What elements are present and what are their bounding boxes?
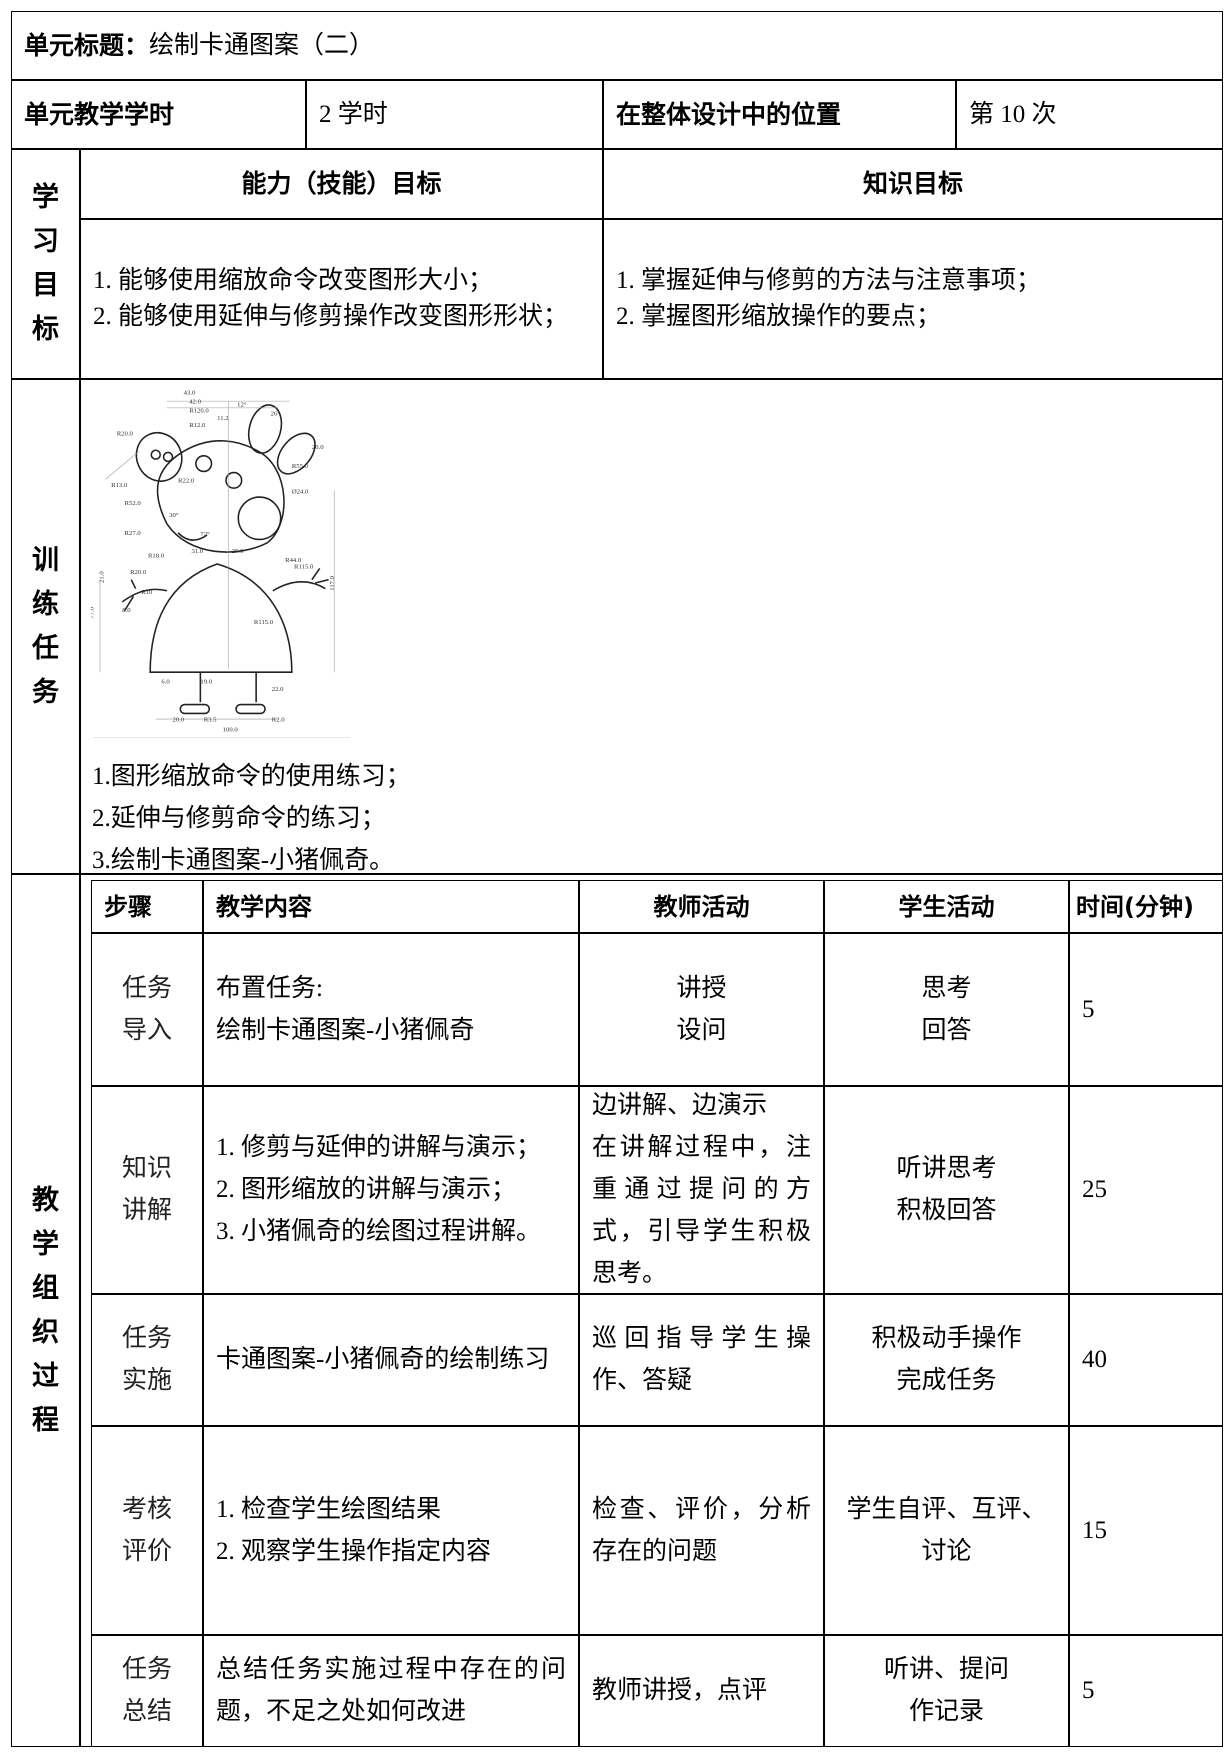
text: 单元标题： (24, 30, 150, 60)
process-cell-text: 5 (1069, 1635, 1223, 1747)
skill-item: 2. 能够使用延伸与修剪操作改变图形形状； (93, 303, 569, 330)
dimension-label: 43.0 (184, 390, 196, 396)
process-label: 教学组织过程 (11, 874, 80, 1747)
dimension-label: 72° (200, 531, 210, 538)
column-header: 教师活动 (579, 880, 824, 933)
dimension-label: R20.0 (130, 569, 147, 576)
process-cell-text: 任务 实施 (91, 1294, 203, 1426)
dimension-label: 100.0 (223, 726, 239, 733)
dimension-label: 22.0 (272, 686, 284, 693)
text: 绘制卡通图案（二） (149, 31, 375, 59)
process-cell-text: 任务 总结 (91, 1635, 203, 1747)
training-cell (80, 379, 1223, 874)
dimension-label: 77.0 (91, 606, 95, 618)
knowledge-header: 知识目标 (603, 149, 1223, 219)
process-cell-text: 5 (1069, 933, 1223, 1086)
process-cell-text: 1. 修剪与延伸的讲解与演示； 2. 图形缩放的讲解与演示； 3. 小猪佩奇的绘… (203, 1086, 579, 1294)
drawing: 43.0 42.0 R120.0 12° R12.0 11.2 26° 20.0 R20.0 R5… (91, 390, 350, 738)
process-cell-text: 积极动手操作 完成任务 (824, 1294, 1069, 1426)
dimension-label: 26° (271, 411, 281, 418)
process-cell-text: 1. 检查学生绘图结果 2. 观察学生操作指定内容 (203, 1426, 579, 1635)
dimension-label: 117.0 (329, 575, 336, 590)
column-header: 时间(分钟) (1069, 880, 1223, 933)
process-cell-text: 听讲思考 积极回答 (824, 1086, 1069, 1294)
skill-item: 1. 能够使用缩放命令改变图形大小； (93, 267, 494, 294)
dimension-label: 6.0 (161, 678, 170, 685)
hours: 2 学时 (306, 80, 603, 149)
column-header: 教学内容 (203, 880, 579, 933)
dimension-label: R2.0 (272, 716, 285, 723)
skill-items: 1. 能够使用缩放命令改变图形大小； 2. 能够使用延伸与修剪操作改变图形形状； (80, 219, 603, 379)
dimension-label: R27.0 (125, 530, 142, 537)
dimension-label: 25.0 (232, 548, 244, 555)
dimension-label: 20.0 (312, 444, 324, 451)
training-item: 2.延伸与修剪命令的练习； (92, 805, 386, 832)
process-cell-text: 边讲解、边演示 在讲解过程中，注重通过提问的方式，引导学生积极思考。 (579, 1086, 824, 1294)
process-cell-text: 卡通图案-小猪佩奇的绘制练习 (203, 1294, 579, 1426)
dimension-label: R10 (141, 589, 153, 596)
title-row: 单元标题： 绘制卡通图案（二） (11, 11, 1223, 80)
process-cell-text: 检查、评价，分析存在的问题 (579, 1426, 824, 1635)
training-item: 3.绘制卡通图案-小猪佩奇。 (92, 847, 395, 874)
dimension-label: R22.0 (178, 478, 195, 485)
hours-label: 单元教学学时 (11, 80, 306, 149)
dimension-label: 8.0 (122, 607, 131, 614)
dimension-label: R3.5 (204, 716, 217, 723)
column-header: 学生活动 (824, 880, 1069, 933)
dimension-label: 31.0 (191, 548, 203, 555)
dimension-label: R52.0 (125, 500, 142, 507)
position: 第 10 次 (956, 80, 1223, 149)
dimension-label: R18.0 (148, 552, 165, 559)
dimension-label: 19.0 (200, 678, 212, 685)
dimension-label: 42.0 (189, 398, 201, 405)
dimension-label: R12.0 (189, 422, 206, 429)
process-cell-text: 总结任务实施过程中存在的问题，不足之处如何改进 (203, 1635, 579, 1747)
knowledge-item: 2. 掌握图形缩放操作的要点； (616, 303, 942, 330)
dimension-label: R13.0 (111, 482, 128, 489)
dimension-label: R120.0 (189, 407, 209, 414)
process-cell-text: 25 (1069, 1086, 1223, 1294)
process-cell-text: 听讲、提问 作记录 (824, 1635, 1069, 1747)
dimension-label: R20.0 (117, 431, 134, 438)
training-item: 1.图形缩放命令的使用练习； (92, 763, 411, 790)
dimension-label: 11.2 (217, 415, 228, 422)
process-cell-text: 思考 回答 (824, 933, 1069, 1086)
process-cell-text: 考核 评价 (91, 1426, 203, 1635)
process-cell-text: 布置任务: 绘制卡通图案-小猪佩奇 (203, 933, 579, 1086)
dimension-label: 21.0 (98, 571, 105, 583)
process-cell-text: 40 (1069, 1294, 1223, 1426)
skill-header: 能力（技能）目标 (80, 149, 603, 219)
dimension-label: 30° (169, 512, 179, 519)
process-cell-text: 15 (1069, 1426, 1223, 1635)
dimension-label: Ø24.0 (292, 489, 309, 496)
dimension-label: R55.0 (292, 463, 309, 470)
knowledge-item: 1. 掌握延伸与修剪的方法与注意事项； (616, 267, 1042, 294)
dimension-label: 12° (237, 402, 247, 409)
dimension-label: 20.0 (172, 716, 184, 723)
process-cell-text: 任务 导入 (91, 933, 203, 1086)
column-header: 步骤 (91, 880, 203, 933)
dimension-label: R115.0 (294, 563, 314, 570)
process-cell-text: 巡回指导学生操作、答疑 (579, 1294, 824, 1426)
knowledge-items: 1. 掌握延伸与修剪的方法与注意事项； 2. 掌握图形缩放操作的要点； (603, 219, 1223, 379)
objectives-label: 学习目标 (11, 149, 80, 379)
dimension-label: R44.0 (285, 557, 302, 564)
process-cell-text: 教师讲授，点评 (579, 1635, 824, 1747)
training-label: 训练任务 (11, 379, 80, 874)
process-cell-text: 讲授 设问 (579, 933, 824, 1086)
process-cell-text: 学生自评、互评、 讨论 (824, 1426, 1069, 1635)
dimension-label: R115.0 (254, 619, 274, 626)
position-label: 在整体设计中的位置 (603, 80, 956, 149)
process-cell-text: 知识 讲解 (91, 1086, 203, 1294)
